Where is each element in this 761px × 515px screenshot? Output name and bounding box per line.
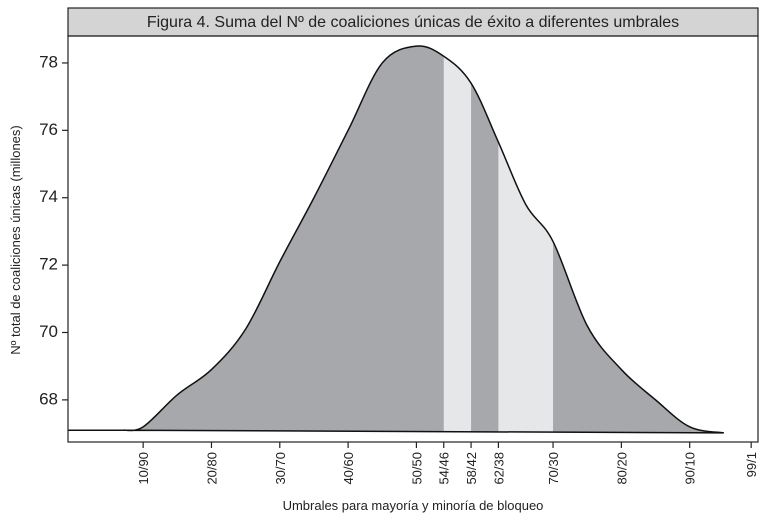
- highlight-band: [443, 45, 472, 433]
- plot-area: [68, 45, 724, 434]
- y-tick-label: 68: [39, 389, 58, 408]
- y-axis-label: Nº total de coaliciones únicas (millones…: [8, 125, 23, 354]
- highlight-band: [498, 45, 554, 433]
- area-line: [122, 45, 724, 434]
- plot-frame: [67, 35, 759, 443]
- x-axis-label: Umbrales para mayoría y minoría de bloqu…: [283, 498, 544, 513]
- x-tick-label: 20/80: [204, 452, 219, 485]
- x-tick-label: 80/20: [614, 452, 629, 485]
- x-tick-label: 99/1: [744, 452, 759, 477]
- title-band: [67, 7, 759, 37]
- area-fill: [122, 45, 724, 433]
- x-tick-label: 30/70: [273, 452, 288, 485]
- x-tick-label: 58/42: [464, 452, 479, 485]
- x-tick-label: 90/10: [683, 452, 698, 485]
- x-tick-label: 54/46: [437, 452, 452, 485]
- x-tick-label: 50/50: [409, 452, 424, 485]
- x-tick-label: 70/30: [546, 452, 561, 485]
- x-tick-label: 40/60: [341, 452, 356, 485]
- y-tick-label: 76: [39, 120, 58, 139]
- y-tick-label: 72: [39, 255, 58, 274]
- x-tick-label: 62/38: [491, 452, 506, 485]
- y-tick-label: 70: [39, 322, 58, 341]
- chart-title: Figura 4. Suma del Nº de coaliciones úni…: [147, 14, 679, 31]
- y-tick-label: 74: [39, 187, 58, 206]
- x-tick-label: 10/90: [136, 452, 151, 485]
- y-tick-label: 78: [39, 52, 58, 71]
